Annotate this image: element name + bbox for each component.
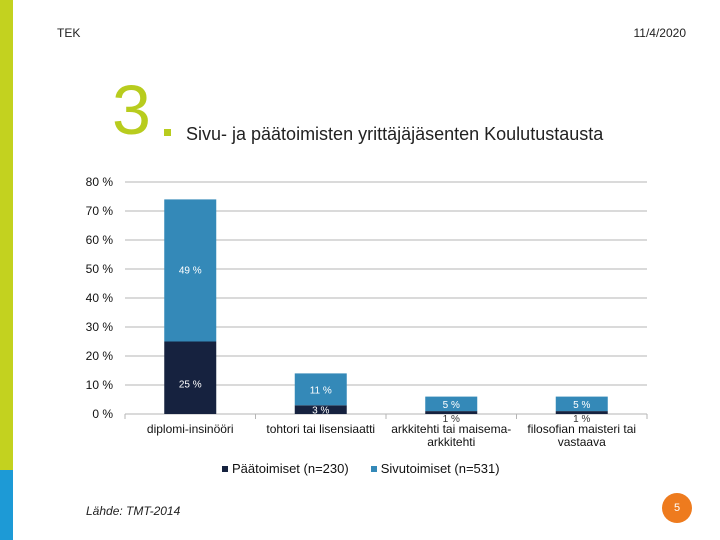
legend-item-paatoimiset: Päätoimiset (n=230) [222,461,349,476]
bar-sivutoimiset [555,396,608,412]
bar-paatoimiset [164,341,217,414]
y-tick-label: 50 % [86,262,114,276]
x-tick-label: tohtori tai lisensiaatti [266,422,375,436]
x-tick-label: diplomi-insinööri [147,422,234,436]
page-number-badge: 5 [662,493,692,523]
data-label: 11 % [310,385,332,396]
data-label: 5 % [443,400,460,411]
data-label: 5 % [573,400,590,411]
legend-swatch-paatoimiset [222,465,228,472]
bar-sivutoimiset [294,373,347,406]
bar-paatoimiset [425,411,478,414]
bar-paatoimiset [555,411,608,414]
y-tick-label: 0 % [92,407,113,421]
data-label: 1 % [443,414,460,425]
bar-paatoimiset [294,405,347,414]
data-label: 1 % [573,414,590,425]
date-label: 11/4/2020 [633,26,687,40]
legend-label-sivutoimiset: Sivutoimiset (n=531) [380,461,500,476]
y-tick-label: 80 % [86,175,114,189]
title-bullet-icon [164,129,171,136]
y-tick-label: 70 % [86,204,114,218]
accent-bar-blue [0,470,13,540]
x-tick-label: arkkitehti [427,435,475,449]
accent-bar-green [0,0,13,470]
bar-sivutoimiset [425,396,478,412]
y-tick-label: 30 % [86,320,114,334]
y-tick-label: 20 % [86,349,114,363]
data-label: 25 % [179,380,202,391]
slide-number: 3 [112,71,151,149]
y-tick-label: 40 % [86,291,114,305]
source-note: Lähde: TMT-2014 [86,504,181,518]
data-label: 3 % [312,406,329,417]
legend-item-sivutoimiset: Sivutoimiset (n=531) [370,461,500,476]
chart-legend: Päätoimiset (n=230) Sivutoimiset (n=531) [222,461,500,476]
bar-sivutoimiset [164,199,217,342]
data-label: 49 % [179,265,202,276]
legend-swatch-sivutoimiset [370,465,377,472]
x-tick-label: arkkitehti tai maisema- [391,422,511,436]
y-tick-label: 60 % [86,233,114,247]
legend-label-paatoimiset: Päätoimiset (n=230) [232,461,349,476]
slide-title: Sivu- ja päätoimisten yrittäjäjäsenten K… [186,124,604,144]
x-tick-label: filosofian maisteri tai [527,422,636,436]
y-tick-label: 10 % [86,378,114,392]
x-tick-label: vastaava [558,435,606,449]
org-label: TEK [57,26,81,40]
